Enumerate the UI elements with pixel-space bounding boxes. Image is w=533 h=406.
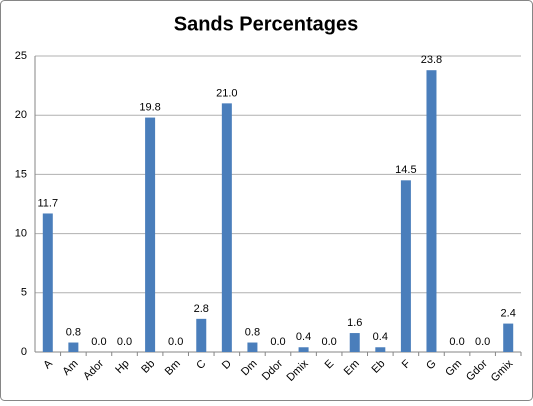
bar bbox=[221, 103, 232, 352]
bar bbox=[145, 117, 156, 353]
y-tick-label: 25 bbox=[15, 50, 27, 62]
bar bbox=[349, 333, 360, 352]
value-label: 0.0 bbox=[270, 336, 285, 348]
value-label: 0.0 bbox=[322, 336, 337, 348]
bar bbox=[68, 342, 79, 352]
bar bbox=[375, 347, 386, 352]
bar bbox=[400, 180, 411, 352]
value-label: 23.8 bbox=[421, 54, 442, 66]
value-label: 11.7 bbox=[37, 197, 58, 209]
y-tick-label: 10 bbox=[15, 228, 27, 240]
value-label: 0.0 bbox=[449, 336, 464, 348]
value-label: 14.5 bbox=[395, 164, 416, 176]
y-tick-label: 15 bbox=[15, 168, 27, 180]
y-tick-label: 5 bbox=[21, 287, 27, 299]
bar bbox=[42, 213, 53, 352]
value-label: 0.4 bbox=[373, 331, 388, 343]
value-label: 0.0 bbox=[168, 336, 183, 348]
bar bbox=[298, 347, 309, 352]
bar bbox=[503, 323, 514, 352]
value-label: 0.0 bbox=[91, 336, 106, 348]
bar bbox=[196, 318, 207, 352]
value-label: 2.8 bbox=[194, 303, 209, 315]
value-label: 0.8 bbox=[66, 326, 81, 338]
value-label: 0.4 bbox=[296, 331, 311, 343]
bar bbox=[247, 342, 258, 352]
value-label: 0.0 bbox=[117, 336, 132, 348]
y-tick-label: 20 bbox=[15, 109, 27, 121]
value-label: 19.8 bbox=[139, 101, 160, 113]
value-label: 0.0 bbox=[475, 336, 490, 348]
value-label: 0.8 bbox=[245, 326, 260, 338]
chart-title: Sands Percentages bbox=[174, 13, 359, 35]
value-label: 2.4 bbox=[501, 307, 516, 319]
value-label: 1.6 bbox=[347, 317, 362, 329]
bar bbox=[426, 70, 437, 352]
value-label: 21.0 bbox=[216, 87, 237, 99]
y-tick-label: 0 bbox=[21, 346, 27, 358]
